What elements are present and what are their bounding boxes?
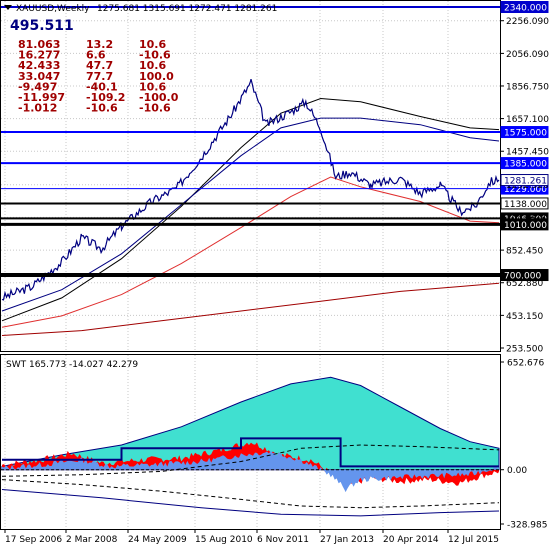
counter-value: 495.511 bbox=[10, 18, 74, 34]
level-badge: 1385.000 bbox=[500, 157, 549, 170]
ohlc-values: 1275.681 1315.691 1272.471 1281.261 bbox=[97, 4, 277, 14]
price-tick-label: 2056.090 bbox=[506, 50, 549, 60]
time-tick-label: 20 Apr 2014 bbox=[383, 535, 439, 545]
indicator-tick-label: 0.00 bbox=[507, 466, 527, 476]
chart-menu-arrow-icon[interactable] bbox=[4, 5, 12, 10]
indicator-axis: 652.676 0.00 -328.985 bbox=[500, 359, 547, 531]
price-axis: 2340.000 1575.000 1385.000 1229.000 1138.000… bbox=[500, 1, 549, 355]
time-tick-label: 27 Jan 2013 bbox=[320, 535, 374, 545]
stats-panel: 81.063 13.2 10.6 16.277 6.6 -10.6 42.433 47.7 10… bbox=[18, 38, 179, 115]
red-ma-series bbox=[1, 176, 500, 328]
stats-cell: -10.6 bbox=[139, 49, 171, 62]
stats-cell: -109.2 bbox=[86, 91, 125, 104]
time-tick-label: 6 Nov 2011 bbox=[257, 535, 309, 545]
teal-area-series bbox=[1, 376, 500, 471]
level-price-label: 1575.000 bbox=[504, 129, 547, 139]
stats-cell: 6.6 bbox=[86, 49, 106, 62]
darkred-ma-series bbox=[1, 282, 500, 336]
level-price-label: 1229.000 bbox=[504, 185, 547, 195]
price-tick-label: 1657.100 bbox=[506, 115, 549, 125]
blue-area-series bbox=[2, 450, 499, 493]
step-line-series bbox=[2, 437, 499, 468]
lower-band2-series bbox=[1, 489, 500, 517]
time-tick-label: 15 Aug 2010 bbox=[195, 535, 253, 545]
stats-cell: 10.6 bbox=[139, 80, 166, 93]
stats-cell: -10.6 bbox=[86, 102, 118, 115]
level-price-label: 700.000 bbox=[504, 272, 541, 282]
price-tick-label: 1856.750 bbox=[506, 82, 549, 92]
stats-cell: -9.497 bbox=[18, 80, 57, 93]
levels-layer bbox=[1, 6, 500, 278]
indicator-label: SWT 165.773 -14.027 42.279 bbox=[6, 360, 138, 370]
stats-cell: -40.1 bbox=[86, 80, 118, 93]
stats-cell: 10.6 bbox=[139, 38, 166, 51]
level-price-label: 2340.000 bbox=[504, 4, 547, 14]
level-badge: 700.000 bbox=[500, 269, 549, 282]
time-axis: 17 Sep 2006 2 Mar 2008 24 May 2009 15 Aug 2… bbox=[4, 529, 499, 545]
price-tick-label: 1252.520 bbox=[506, 181, 549, 191]
level-badge: 1010.000 bbox=[500, 218, 549, 231]
stats-cell: 33.047 bbox=[18, 70, 60, 83]
stats-cell: 81.063 bbox=[18, 38, 60, 51]
time-tick-label: 17 Sep 2006 bbox=[5, 535, 62, 545]
stats-cell: 77.7 bbox=[86, 70, 113, 83]
level-price-label: 1385.000 bbox=[504, 160, 547, 170]
current-price-badge: 1281.261 bbox=[500, 174, 549, 187]
dashed-line-series bbox=[1, 444, 500, 477]
price-series bbox=[1, 78, 500, 301]
indicator-tick-label: -328.985 bbox=[507, 521, 547, 531]
stats-cell: 47.7 bbox=[86, 59, 113, 72]
stats-cell: -10.6 bbox=[139, 102, 171, 115]
symbol-label: XAUUSD,Weekly bbox=[16, 4, 90, 14]
price-tick-label: 453.150 bbox=[506, 312, 543, 322]
price-panel[interactable] bbox=[0, 0, 501, 352]
lower-band-series bbox=[1, 479, 500, 509]
price-tick-label: 852.450 bbox=[506, 247, 543, 257]
price-tick-label: 2256.090 bbox=[506, 17, 549, 27]
price-tick-label: 652.880 bbox=[506, 279, 543, 289]
level-badge: 2340.000 bbox=[500, 1, 549, 14]
level-price-label: 1138.000 bbox=[504, 200, 547, 210]
stats-cell: 13.2 bbox=[86, 38, 113, 51]
time-tick-label: 24 May 2009 bbox=[128, 535, 187, 545]
stats-cell: 16.277 bbox=[18, 49, 60, 62]
stats-cell: -1.012 bbox=[18, 102, 57, 115]
stats-cell: -100.0 bbox=[139, 91, 179, 104]
price-tick-label: 1457.450 bbox=[506, 148, 549, 158]
current-price-label: 1281.261 bbox=[504, 177, 547, 187]
indicator-tick-label: 652.676 bbox=[507, 359, 544, 369]
stats-cell: -11.997 bbox=[18, 91, 65, 104]
stats-cell: 10.6 bbox=[139, 59, 166, 72]
level-badge: 1138.000 bbox=[500, 197, 549, 210]
level-badge: 1575.000 bbox=[500, 126, 549, 139]
stats-cell: 100.0 bbox=[139, 70, 174, 83]
stats-cell: 42.433 bbox=[18, 59, 60, 72]
price-tick-label: 1052.800 bbox=[506, 214, 549, 224]
navy-ma-series bbox=[1, 117, 500, 312]
level-price-label: 1010.000 bbox=[504, 221, 547, 231]
price-layer bbox=[1, 78, 500, 336]
time-tick-label: 12 Jul 2015 bbox=[448, 535, 499, 545]
price-tick-label: 253.500 bbox=[506, 345, 543, 355]
indicator-layer bbox=[1, 376, 500, 517]
time-tick-label: 2 Mar 2008 bbox=[66, 535, 118, 545]
